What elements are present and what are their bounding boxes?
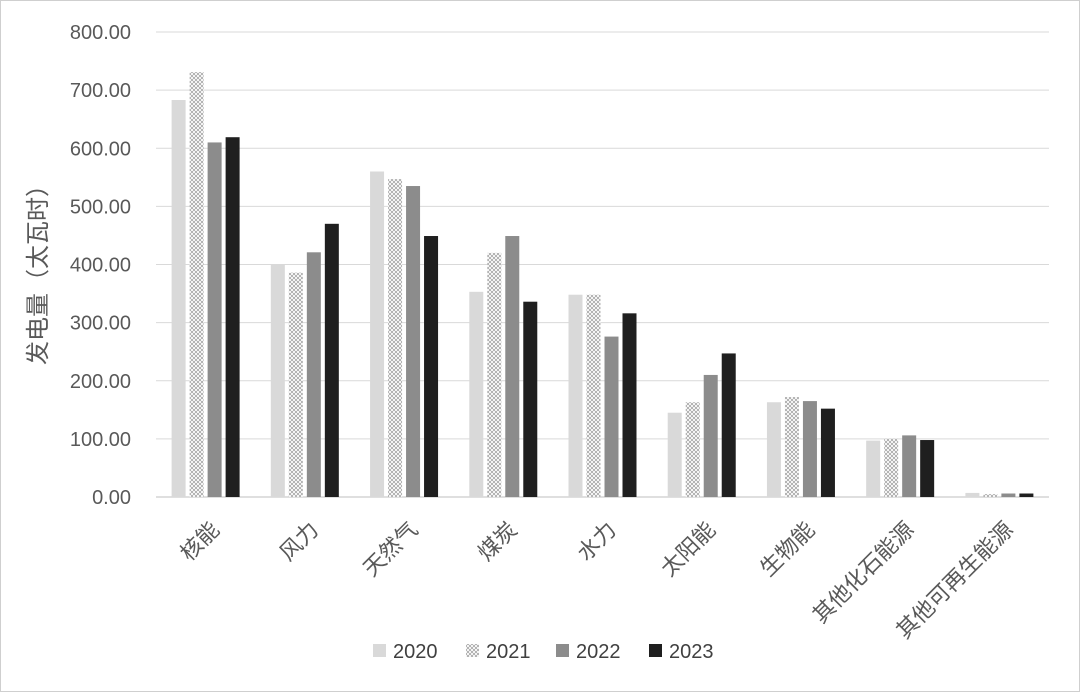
legend-swatch <box>556 644 569 657</box>
x-tick-label: 生物能 <box>756 518 820 582</box>
bar-2020-5 <box>667 412 682 497</box>
bar-2022-6 <box>802 401 817 497</box>
x-tick-label: 风力 <box>275 518 324 567</box>
bar-2023-0 <box>225 137 240 498</box>
bar-2021-3 <box>487 252 502 497</box>
bar-2020-0 <box>171 100 186 497</box>
legend-label: 2022 <box>576 641 621 663</box>
x-tick-label: 水力 <box>573 518 622 567</box>
bar-2023-1 <box>324 223 339 497</box>
bar-2021-5 <box>685 402 700 497</box>
y-tick-label: 100.00 <box>70 429 131 451</box>
bar-2022-7 <box>902 435 917 497</box>
bar-2022-2 <box>406 186 421 497</box>
bar-2023-6 <box>820 408 835 497</box>
y-tick-label: 300.00 <box>70 313 131 335</box>
bar-2023-7 <box>920 440 935 497</box>
y-axis-ticks: 0.00 100.00 200.00 300.00 400.00 500.00 600.00… <box>70 22 131 509</box>
bar-2020-8 <box>965 492 980 497</box>
bar-2021-4 <box>586 294 601 497</box>
x-tick-label: 其他化石能源 <box>808 518 919 629</box>
bar-2023-5 <box>721 353 736 497</box>
bar-2022-4 <box>604 336 619 497</box>
legend-label: 2023 <box>669 641 714 663</box>
bars <box>171 72 1034 498</box>
legend-swatch <box>373 644 386 657</box>
bar-2020-7 <box>866 440 881 497</box>
y-tick-label: 200.00 <box>70 371 131 393</box>
bar-2022-3 <box>505 236 520 498</box>
bar-2020-4 <box>568 294 583 497</box>
bar-2020-3 <box>469 291 484 497</box>
bar-2022-0 <box>207 142 222 497</box>
bar-2022-8 <box>1001 493 1016 497</box>
y-tick-label: 500.00 <box>70 196 131 218</box>
bar-2021-8 <box>983 494 998 497</box>
bar-2022-1 <box>306 252 321 497</box>
y-tick-label: 800.00 <box>70 22 131 44</box>
bar-2020-1 <box>270 264 285 497</box>
bar-2023-2 <box>424 236 439 498</box>
y-tick-label: 700.00 <box>70 80 131 102</box>
bar-2021-0 <box>189 72 204 497</box>
bar-2021-2 <box>388 179 403 497</box>
x-tick-label: 核能 <box>176 518 225 567</box>
legend: 2020 2021 2022 2023 <box>373 641 714 663</box>
bar-2021-6 <box>784 397 799 497</box>
y-tick-label: 600.00 <box>70 138 131 160</box>
x-tick-label: 太阳能 <box>657 518 721 582</box>
gridlines <box>156 31 1049 498</box>
bar-2020-2 <box>370 171 385 497</box>
bar-2021-1 <box>288 272 303 497</box>
bar-2022-5 <box>703 374 718 497</box>
bar-2021-7 <box>884 438 899 497</box>
bar-2023-3 <box>523 301 538 497</box>
bar-2020-6 <box>766 402 781 497</box>
legend-label: 2021 <box>486 641 531 663</box>
y-tick-label: 400.00 <box>70 255 131 277</box>
x-tick-label: 煤炭 <box>474 518 523 567</box>
bar-2023-4 <box>622 313 637 497</box>
legend-swatch <box>649 644 662 657</box>
x-tick-label: 天然气 <box>359 518 423 582</box>
y-tick-label: 0.00 <box>92 487 131 509</box>
y-axis-label: 发电量（太瓦时） <box>24 173 52 365</box>
bar-2023-8 <box>1019 493 1034 497</box>
legend-label: 2020 <box>393 641 438 663</box>
legend-swatch <box>466 644 479 657</box>
